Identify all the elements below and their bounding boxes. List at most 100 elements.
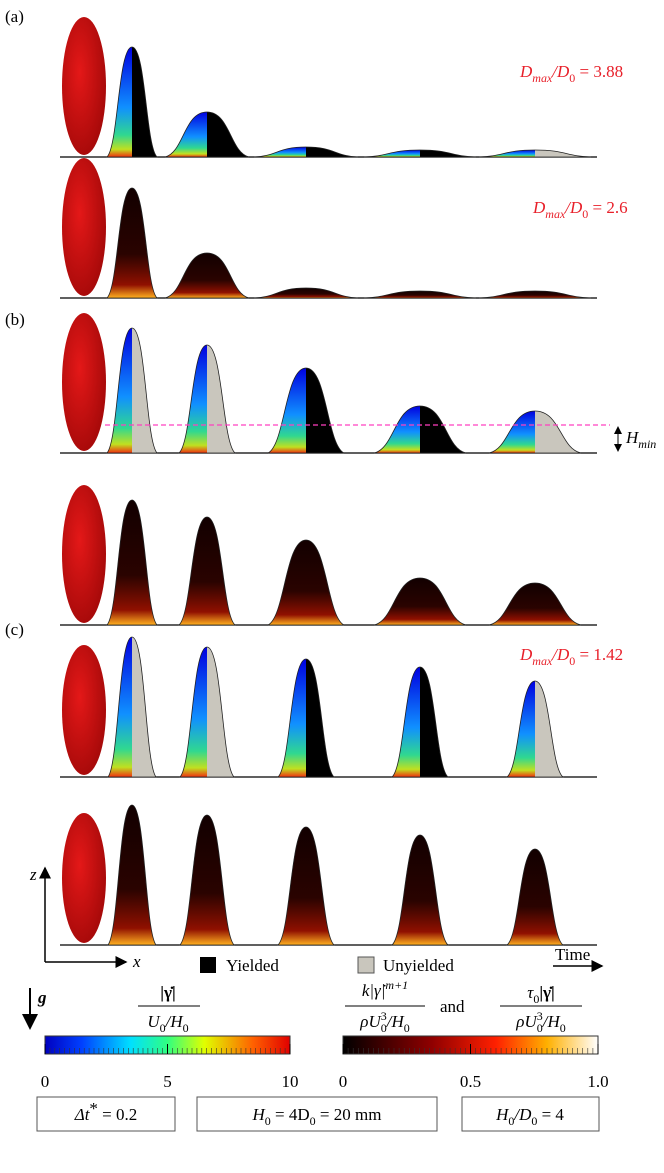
t: /D (513, 1105, 532, 1124)
t: * (89, 1099, 98, 1118)
drop-right (207, 112, 249, 157)
drop-outline (179, 646, 235, 778)
t: /H (542, 1012, 562, 1031)
drop-fill (254, 288, 358, 298)
drop-fill (374, 578, 466, 625)
drop-outline (107, 804, 157, 946)
t: = 20 mm (316, 1105, 382, 1124)
drop-outline (107, 636, 157, 778)
t: 0 (533, 992, 539, 1006)
drop-outline (164, 252, 250, 299)
drop-fill (107, 188, 157, 298)
drop-left (507, 681, 535, 777)
t: /D (551, 62, 570, 81)
drop-right (306, 368, 344, 453)
box (461, 1096, 600, 1132)
drop-outline (363, 149, 477, 158)
drop-outline (267, 367, 345, 454)
panel-label: (a) (5, 7, 24, 26)
drop (268, 540, 344, 625)
drop-fill (507, 849, 563, 945)
drop-left (364, 150, 420, 157)
colorbar-ticks: 0 5 10 0 0.5 1.0 (41, 1044, 609, 1091)
tick-label: 0 (41, 1072, 50, 1091)
t: 0 (531, 1114, 537, 1128)
drop (507, 849, 563, 945)
drop (254, 147, 358, 157)
drop-outline (390, 666, 450, 778)
t: = 4D (271, 1105, 310, 1124)
drop-left (165, 112, 207, 157)
initial-drop (62, 485, 106, 623)
initial-drop (62, 813, 106, 943)
drop-left (254, 147, 306, 157)
drop (364, 150, 476, 157)
drop (108, 805, 156, 945)
t: 0 (560, 1021, 566, 1035)
t: 0 (404, 1021, 410, 1035)
drop (374, 578, 466, 625)
drop-fill (180, 815, 234, 945)
drop-outline (505, 680, 565, 778)
drop (374, 406, 466, 453)
box-text: H0 = 4D0 = 20 mm (252, 1105, 382, 1128)
drop-right (306, 147, 358, 157)
drop-right (132, 637, 156, 777)
drop (180, 815, 234, 945)
t: 0 (569, 654, 575, 668)
drop-right (207, 647, 234, 777)
drop-fill (278, 827, 334, 945)
box-text: H0/D0 = 4 (495, 1105, 564, 1128)
tick-label: 10 (282, 1072, 299, 1091)
drop (165, 112, 249, 157)
drop-right (420, 667, 448, 777)
drop (107, 188, 157, 298)
drop-left (374, 406, 420, 453)
drop (364, 291, 476, 298)
drop (479, 291, 591, 298)
drop-fill (268, 540, 344, 625)
t: = 3.88 (575, 62, 623, 81)
t: H (625, 428, 640, 447)
drop (489, 411, 581, 453)
drop (107, 47, 157, 157)
t: = 2.6 (588, 198, 627, 217)
legend-swatch (200, 957, 216, 973)
drop-outline (363, 290, 477, 299)
x-label: x (132, 952, 141, 971)
drop-left (489, 411, 535, 453)
drop-outline (253, 287, 359, 299)
t: ρU (359, 1012, 382, 1031)
initial-drop (62, 645, 106, 775)
drop-right (535, 150, 591, 157)
t: min (638, 437, 656, 451)
t: 3 (381, 1009, 387, 1023)
drop-left (278, 659, 306, 777)
drop-right (420, 406, 466, 453)
initial-drop (62, 17, 106, 155)
tick-label: 0 (339, 1072, 348, 1091)
drop-outline (106, 46, 158, 158)
drop-outline (177, 344, 237, 454)
drop (479, 150, 591, 157)
t: 0 (582, 207, 588, 221)
t: /H (165, 1012, 185, 1031)
drops (60, 17, 597, 946)
drop-outline (373, 577, 467, 626)
t: = 0.2 (98, 1105, 137, 1124)
g-label: g (37, 988, 47, 1007)
t: |γ̇| (539, 983, 554, 1002)
z-label: z (29, 865, 37, 884)
drop-outline (373, 405, 467, 454)
drop-outline (106, 327, 158, 454)
drop-fill (489, 583, 581, 625)
drop-fill (108, 805, 156, 945)
drop-fill (107, 500, 157, 625)
dmax-label: Dmax/D0 = 1.42 (519, 645, 623, 668)
drop-right (420, 150, 476, 157)
t: 0 (265, 1114, 271, 1128)
legend-label: Unyielded (383, 956, 454, 975)
t: 0 (310, 1114, 316, 1128)
t: m+1 (385, 978, 408, 992)
t: ρU (515, 1012, 538, 1031)
